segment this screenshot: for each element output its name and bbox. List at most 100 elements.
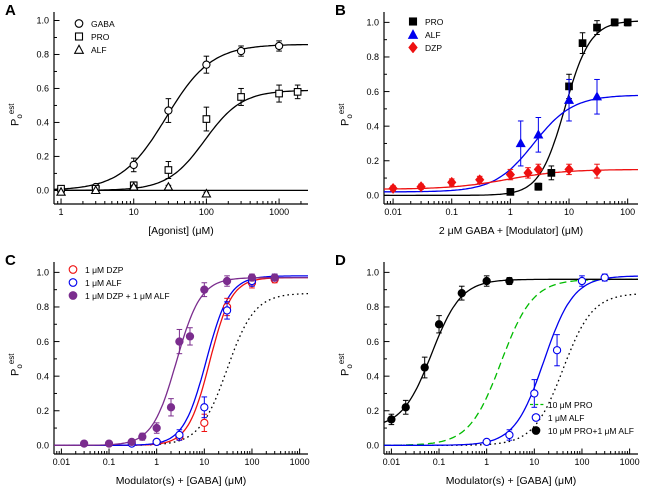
legend-label: DZP — [425, 42, 442, 53]
panel-letter-b: B — [335, 2, 346, 19]
svg-text:100: 100 — [620, 207, 635, 217]
fit-curves — [53, 43, 309, 192]
svg-text:0.6: 0.6 — [366, 337, 379, 347]
legend-item-pro: PRO — [406, 15, 443, 28]
legend-item-dzp: DZP — [406, 41, 443, 54]
tick-labels: 0.0 0.2 0.4 0.6 0.8 1.0 0.01 0.1 1 10 100 — [366, 18, 635, 217]
svg-text:1000: 1000 — [290, 457, 310, 467]
y-axis-label: Poest — [7, 353, 24, 376]
svg-text:1.0: 1.0 — [36, 268, 49, 278]
legend-c: 1 μM DZP 1 μM ALF 1 μM DZP + 1 μM ALF — [66, 263, 170, 302]
series-ALF — [56, 181, 212, 198]
legend-label: 10 μM PRO+1 μM ALF — [547, 425, 634, 436]
svg-text:1: 1 — [508, 207, 513, 217]
svg-text:0.6: 0.6 — [366, 87, 379, 97]
svg-text:100: 100 — [199, 207, 214, 217]
filled-diamond-symbol-icon — [408, 42, 418, 53]
svg-text:1.0: 1.0 — [36, 16, 49, 26]
svg-text:0.4: 0.4 — [36, 371, 49, 381]
svg-text:1000: 1000 — [620, 457, 640, 467]
legend-item-dzp: 1 μM DZP — [66, 263, 170, 276]
panel-a: 0.0 0.2 0.4 0.6 0.8 1.0 1 10 100 1000 A Poest [Ag… — [0, 0, 330, 250]
x-axis-label: 2 μM GABA + [Modulator] (μM) — [438, 225, 584, 237]
svg-text:0.0: 0.0 — [36, 186, 49, 196]
series-1 μM DZP + 1 μM ALF — [79, 273, 279, 448]
y-axis-label: Poest — [7, 103, 24, 126]
panel-letter-a: A — [5, 2, 16, 19]
legend-label: PRO — [425, 16, 444, 27]
dashed-line-symbol-icon — [529, 403, 544, 406]
open-circle-symbol-icon — [531, 413, 541, 422]
open-triangle-symbol-icon — [73, 44, 85, 54]
legend-label: 1 μM DZP + 1 μM ALF — [85, 290, 170, 301]
plot-canvas-d: 0.0 0.2 0.4 0.6 0.8 1.0 0.01 0.1 1 10 100 1000 — [366, 262, 640, 467]
svg-text:0.0: 0.0 — [366, 441, 379, 451]
svg-text:0.0: 0.0 — [36, 441, 49, 451]
legend-item-alf: ALF — [72, 43, 115, 56]
panel-b: 0.0 0.2 0.4 0.6 0.8 1.0 0.01 0.1 1 10 100 B Poest … — [330, 0, 660, 250]
svg-text:0.2: 0.2 — [36, 152, 49, 162]
svg-text:10: 10 — [199, 457, 209, 467]
series-ALF — [515, 78, 603, 167]
svg-text:1000: 1000 — [269, 207, 289, 217]
series-1 μM ALF — [482, 273, 609, 447]
legend-label: 1 μM DZP — [85, 264, 124, 275]
filled-circle-symbol-icon — [68, 291, 78, 300]
legend-label: PRO — [91, 31, 110, 42]
filled-triangle-symbol-icon — [407, 29, 419, 39]
svg-text:0.8: 0.8 — [366, 52, 379, 62]
svg-text:0.2: 0.2 — [366, 156, 379, 166]
tick-labels: 0.0 0.2 0.4 0.6 0.8 1.0 1 10 100 1000 — [36, 16, 289, 217]
svg-text:0.1: 0.1 — [103, 457, 116, 467]
svg-text:1.0: 1.0 — [366, 268, 379, 278]
open-circle-symbol-icon — [68, 265, 78, 274]
plot-canvas-c: 0.0 0.2 0.4 0.6 0.8 1.0 0.01 0.1 1 10 100 1000 — [36, 262, 310, 467]
series-1 μM DZP — [152, 275, 279, 447]
ticks — [53, 271, 301, 454]
legend-label: ALF — [91, 44, 107, 55]
svg-text:0.01: 0.01 — [383, 457, 401, 467]
open-circle-symbol-icon — [74, 19, 84, 28]
legend-item-pro: PRO — [72, 30, 115, 43]
legend-item-dzp-alf: 1 μM DZP + 1 μM ALF — [66, 289, 170, 302]
plot-canvas-a: 0.0 0.2 0.4 0.6 0.8 1.0 1 10 100 1000 — [36, 12, 309, 217]
svg-text:0.01: 0.01 — [53, 457, 71, 467]
svg-text:1: 1 — [484, 457, 489, 467]
svg-text:10: 10 — [564, 207, 574, 217]
legend-b: PRO ALF DZP — [406, 15, 443, 54]
open-circle-symbol-icon — [68, 278, 78, 287]
series-DZP — [388, 163, 602, 194]
legend-item-alf: 1 μM ALF — [529, 411, 634, 424]
svg-text:0.4: 0.4 — [36, 118, 49, 128]
svg-text:0.4: 0.4 — [366, 121, 379, 131]
legend-item-alf: 1 μM ALF — [66, 276, 170, 289]
svg-text:0.8: 0.8 — [36, 50, 49, 60]
svg-text:0.0: 0.0 — [366, 191, 379, 201]
x-axis-label: Modulator(s) + [GABA] (μM) — [115, 475, 247, 487]
y-axis-label: Poest — [337, 353, 354, 376]
plot-canvas-b: 0.0 0.2 0.4 0.6 0.8 1.0 0.01 0.1 1 10 100 — [366, 12, 639, 217]
panel-letter-d: D — [335, 252, 346, 269]
svg-text:0.1: 0.1 — [433, 457, 446, 467]
svg-text:0.2: 0.2 — [36, 406, 49, 416]
svg-text:0.1: 0.1 — [445, 207, 458, 217]
legend-item-pro: 10 μM PRO — [529, 398, 634, 411]
svg-text:0.01: 0.01 — [384, 207, 402, 217]
svg-text:0.6: 0.6 — [36, 337, 49, 347]
svg-text:100: 100 — [574, 457, 589, 467]
svg-text:10: 10 — [129, 207, 139, 217]
svg-text:100: 100 — [244, 457, 259, 467]
filled-square-symbol-icon — [408, 17, 418, 26]
legend-label: 1 μM ALF — [85, 277, 122, 288]
y-axis-label: Poest — [337, 103, 354, 126]
series-10 μM PRO+1 μM ALF — [387, 275, 514, 426]
svg-text:1.0: 1.0 — [366, 18, 379, 28]
tick-labels: 0.0 0.2 0.4 0.6 0.8 1.0 0.01 0.1 1 10 100 1000 — [366, 268, 639, 467]
svg-text:0.8: 0.8 — [366, 302, 379, 312]
svg-text:10: 10 — [529, 457, 539, 467]
svg-text:0.4: 0.4 — [366, 371, 379, 381]
x-axis-label: [Agonist] (μM) — [148, 225, 214, 237]
legend-a: GABA PRO ALF — [72, 17, 115, 56]
axes — [53, 12, 308, 205]
